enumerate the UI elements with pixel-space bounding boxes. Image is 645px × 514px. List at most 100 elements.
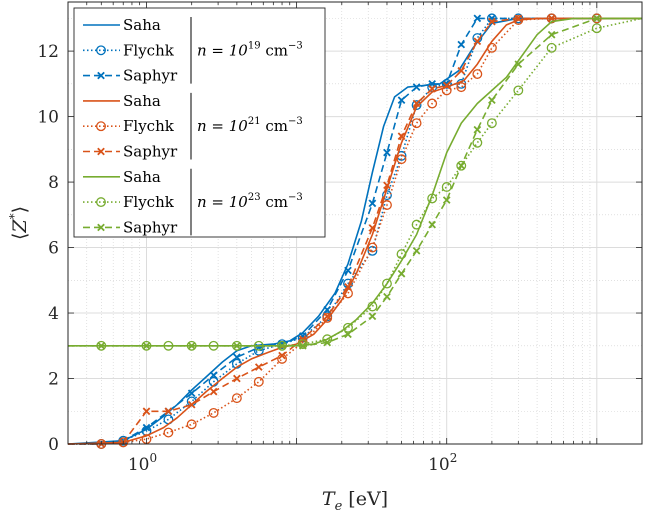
y-tick-label: 10 xyxy=(37,108,59,128)
legend-label: Saphyr xyxy=(123,143,178,161)
data-point-x xyxy=(368,224,377,232)
data-point-x xyxy=(254,363,263,371)
y-tick-label: 2 xyxy=(48,370,59,390)
legend: Saha Flychk Saphyr n = 1019 cm−3 Saha Flychk S… xyxy=(73,7,326,238)
data-point-circle xyxy=(367,301,378,312)
series-line-flychk xyxy=(68,17,643,347)
legend-label: Saphyr xyxy=(123,218,178,236)
data-point-x xyxy=(187,400,196,409)
data-point-circle xyxy=(231,393,242,404)
data-point-circle xyxy=(163,427,174,438)
data-point-circle xyxy=(486,118,497,129)
series-line-flychk xyxy=(68,17,642,445)
data-point-circle xyxy=(297,339,308,350)
data-point-x xyxy=(488,17,496,26)
data-point-circle xyxy=(118,437,129,448)
legend-label: Flychk xyxy=(123,193,175,211)
data-point-circle xyxy=(427,98,438,109)
data-point-x xyxy=(383,181,391,190)
data-point-x xyxy=(209,387,218,396)
data-point-x xyxy=(164,407,173,416)
data-point-circle xyxy=(96,45,106,56)
data-point-x xyxy=(442,196,451,204)
data-point-circle xyxy=(591,23,602,34)
data-point-x xyxy=(412,99,421,108)
data-point-circle xyxy=(411,219,422,230)
data-point-circle xyxy=(231,340,242,351)
data-point-circle xyxy=(411,118,422,129)
data-point-x xyxy=(278,351,286,360)
data-point-x xyxy=(412,246,421,255)
data-point-x xyxy=(383,148,391,157)
data-point-x xyxy=(397,132,406,141)
data-point-x xyxy=(428,220,436,229)
data-point-circle xyxy=(486,42,497,53)
axes-box xyxy=(67,1,643,445)
legend-label: Flychk xyxy=(123,117,175,135)
data-point-x xyxy=(344,283,352,291)
data-point-x xyxy=(383,292,391,301)
data-point-x xyxy=(442,81,451,90)
data-point-circle xyxy=(472,137,483,148)
legend-density-label: n = 1019 cm−3 xyxy=(197,40,303,59)
series-group-2 xyxy=(68,14,643,351)
data-point-x xyxy=(368,312,377,321)
data-point-circle xyxy=(367,242,378,253)
data-point-x xyxy=(142,423,151,432)
data-point-circle xyxy=(96,121,106,132)
data-point-x xyxy=(428,84,436,93)
data-point-circle xyxy=(396,154,407,165)
x-tick-label: 100 xyxy=(128,451,157,475)
legend-label: Saha xyxy=(123,16,161,34)
data-point-circle xyxy=(441,78,452,89)
data-series xyxy=(67,13,643,449)
data-point-circle xyxy=(253,340,264,351)
data-point-circle xyxy=(343,322,353,333)
series-line-saphyr xyxy=(68,17,642,347)
data-point-x xyxy=(323,338,332,347)
data-point-x xyxy=(97,341,106,350)
data-point-circle xyxy=(253,376,264,387)
data-point-x xyxy=(412,83,421,91)
data-point-x xyxy=(344,330,352,339)
x-tick-label: 102 xyxy=(428,451,457,475)
data-point-x xyxy=(323,312,332,321)
data-point-x xyxy=(187,389,196,398)
data-point-x xyxy=(368,199,377,208)
data-point-x xyxy=(488,96,496,105)
data-point-circle xyxy=(382,200,392,210)
data-point-x xyxy=(547,30,556,39)
series-line-saha xyxy=(67,17,642,445)
data-point-x xyxy=(142,341,151,350)
data-point-x xyxy=(473,14,482,23)
data-point-x xyxy=(233,353,241,362)
data-point-x xyxy=(209,371,218,380)
data-point-x xyxy=(457,40,466,49)
data-point-x xyxy=(473,125,482,134)
y-axis-title: ⟨Z*⟩ xyxy=(7,206,31,240)
data-point-x xyxy=(344,266,352,275)
data-point-x xyxy=(514,60,523,69)
data-point-circle xyxy=(396,249,407,260)
data-point-circle xyxy=(186,419,197,430)
data-point-circle xyxy=(427,193,438,204)
data-point-x xyxy=(233,341,241,350)
y-tick-label: 0 xyxy=(48,435,59,455)
x-axis-title: Te [eV] xyxy=(322,488,388,514)
series-line-saha xyxy=(68,17,642,347)
data-point-x xyxy=(97,223,105,232)
data-point-x xyxy=(298,341,307,350)
data-point-circle xyxy=(322,312,333,323)
data-point-x xyxy=(97,147,105,156)
data-point-circle xyxy=(382,278,392,289)
data-point-x xyxy=(142,407,151,416)
data-point-circle xyxy=(513,15,524,25)
data-point-circle xyxy=(513,85,524,96)
data-point-circle xyxy=(441,182,452,192)
data-point-circle xyxy=(96,197,106,208)
data-point-x xyxy=(592,14,601,23)
data-point-circle xyxy=(456,160,467,171)
series-line-flychk xyxy=(68,17,642,445)
data-point-x xyxy=(473,37,482,46)
